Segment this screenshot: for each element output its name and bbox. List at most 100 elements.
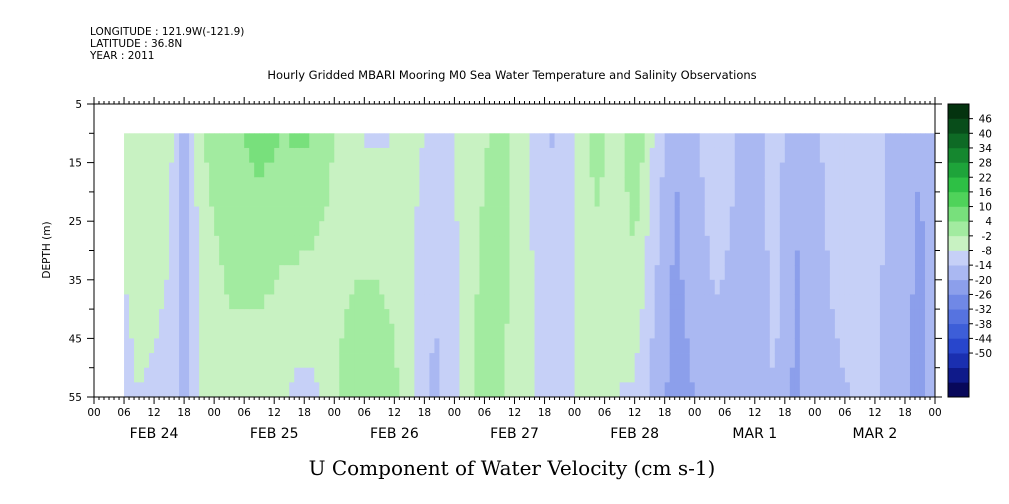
colorbar-swatch bbox=[948, 382, 969, 398]
heatmap-cell bbox=[699, 147, 706, 163]
heatmap-cell bbox=[194, 338, 200, 354]
heatmap-cell bbox=[894, 235, 901, 251]
heatmap-cell bbox=[599, 323, 606, 339]
heatmap-cell bbox=[444, 309, 450, 325]
heatmap-cell bbox=[734, 265, 741, 281]
heatmap-cell bbox=[154, 235, 160, 251]
heatmap-cell bbox=[844, 382, 851, 398]
heatmap-cell bbox=[269, 206, 275, 222]
heatmap-cell bbox=[179, 133, 185, 149]
heatmap-cell bbox=[139, 323, 145, 339]
heatmap-cell bbox=[239, 353, 245, 369]
heatmap-cell bbox=[344, 338, 350, 354]
heatmap-cell bbox=[874, 191, 881, 207]
heatmap-cell bbox=[854, 338, 861, 354]
heatmap-cell bbox=[239, 382, 245, 398]
heatmap-cell bbox=[629, 309, 636, 325]
heatmap-cell bbox=[309, 338, 315, 354]
heatmap-cell bbox=[469, 265, 475, 281]
heatmap-cell bbox=[839, 177, 846, 193]
heatmap-cell bbox=[579, 206, 585, 222]
heatmap-cell bbox=[374, 177, 380, 193]
heatmap-cell bbox=[629, 279, 636, 295]
day-label: FEB 28 bbox=[610, 426, 659, 442]
heatmap-cell bbox=[129, 162, 135, 178]
heatmap-cell bbox=[924, 177, 931, 193]
heatmap-cell bbox=[714, 382, 721, 398]
heatmap-cell bbox=[764, 353, 771, 369]
heatmap-cell bbox=[264, 221, 270, 237]
heatmap-cell bbox=[459, 265, 465, 281]
heatmap-cell bbox=[504, 206, 510, 222]
heatmap-cell bbox=[459, 177, 465, 193]
heatmap-cell bbox=[274, 235, 280, 251]
heatmap-cell bbox=[209, 133, 215, 149]
heatmap-cell bbox=[709, 309, 716, 325]
heatmap-cell bbox=[369, 221, 375, 237]
heatmap-cell bbox=[929, 177, 936, 193]
heatmap-cell bbox=[684, 235, 691, 251]
heatmap-cell bbox=[654, 235, 661, 251]
heatmap-cell bbox=[374, 147, 380, 163]
heatmap-cell bbox=[639, 221, 646, 237]
heatmap-cell bbox=[714, 367, 721, 383]
heatmap-cell bbox=[749, 279, 756, 295]
heatmap-cell bbox=[694, 367, 701, 383]
heatmap-cell bbox=[929, 265, 936, 281]
heatmap-cell bbox=[404, 206, 410, 222]
heatmap-cell bbox=[559, 353, 565, 369]
heatmap-cell bbox=[919, 353, 926, 369]
heatmap-cell bbox=[869, 309, 876, 325]
heatmap-cell bbox=[389, 147, 395, 163]
x-tick-label: 12 bbox=[388, 407, 401, 419]
heatmap-cell bbox=[469, 382, 475, 398]
heatmap-cell bbox=[124, 265, 130, 281]
heatmap-cell bbox=[779, 177, 786, 193]
heatmap-cell bbox=[789, 323, 796, 339]
heatmap-cell bbox=[619, 147, 626, 163]
heatmap-cell bbox=[134, 177, 140, 193]
heatmap-cell bbox=[214, 323, 220, 339]
heatmap-cell bbox=[609, 133, 616, 149]
heatmap-cell bbox=[894, 323, 901, 339]
heatmap-cell bbox=[914, 162, 921, 178]
heatmap-cell bbox=[569, 133, 575, 149]
heatmap-cell bbox=[459, 133, 465, 149]
heatmap-cell bbox=[604, 133, 611, 149]
heatmap-cell bbox=[504, 177, 510, 193]
heatmap-cell bbox=[674, 382, 681, 398]
heatmap-cell bbox=[674, 309, 681, 325]
heatmap-cell bbox=[159, 177, 165, 193]
heatmap-cell bbox=[529, 177, 535, 193]
heatmap-cell bbox=[664, 382, 671, 398]
heatmap-cell bbox=[809, 309, 816, 325]
heatmap-cell bbox=[294, 133, 300, 149]
heatmap-cell bbox=[769, 323, 776, 339]
heatmap-cell bbox=[434, 309, 440, 325]
heatmap-cell bbox=[854, 177, 861, 193]
heatmap-cell bbox=[759, 323, 766, 339]
heatmap-cell bbox=[349, 353, 355, 369]
heatmap-cell bbox=[474, 147, 480, 163]
colorbar-swatch bbox=[948, 147, 969, 163]
heatmap-cell bbox=[404, 367, 410, 383]
heatmap-cell bbox=[364, 323, 370, 339]
heatmap-cell bbox=[499, 206, 505, 222]
heatmap-cell bbox=[349, 309, 355, 325]
heatmap-cell bbox=[489, 367, 495, 383]
heatmap-cell bbox=[744, 338, 751, 354]
heatmap-cell bbox=[344, 294, 350, 310]
heatmap-cell bbox=[139, 221, 145, 237]
heatmap-cell bbox=[579, 133, 585, 149]
heatmap-cell bbox=[924, 147, 931, 163]
heatmap-cell bbox=[214, 221, 220, 237]
day-label: FEB 25 bbox=[250, 426, 299, 442]
heatmap-cell bbox=[279, 206, 285, 222]
heatmap-cell bbox=[649, 191, 656, 207]
heatmap-cell bbox=[679, 162, 686, 178]
heatmap-cell bbox=[399, 279, 405, 295]
heatmap-cell bbox=[309, 221, 315, 237]
heatmap-cell bbox=[394, 338, 400, 354]
heatmap-cell bbox=[344, 133, 350, 149]
heatmap-cell bbox=[469, 250, 475, 266]
